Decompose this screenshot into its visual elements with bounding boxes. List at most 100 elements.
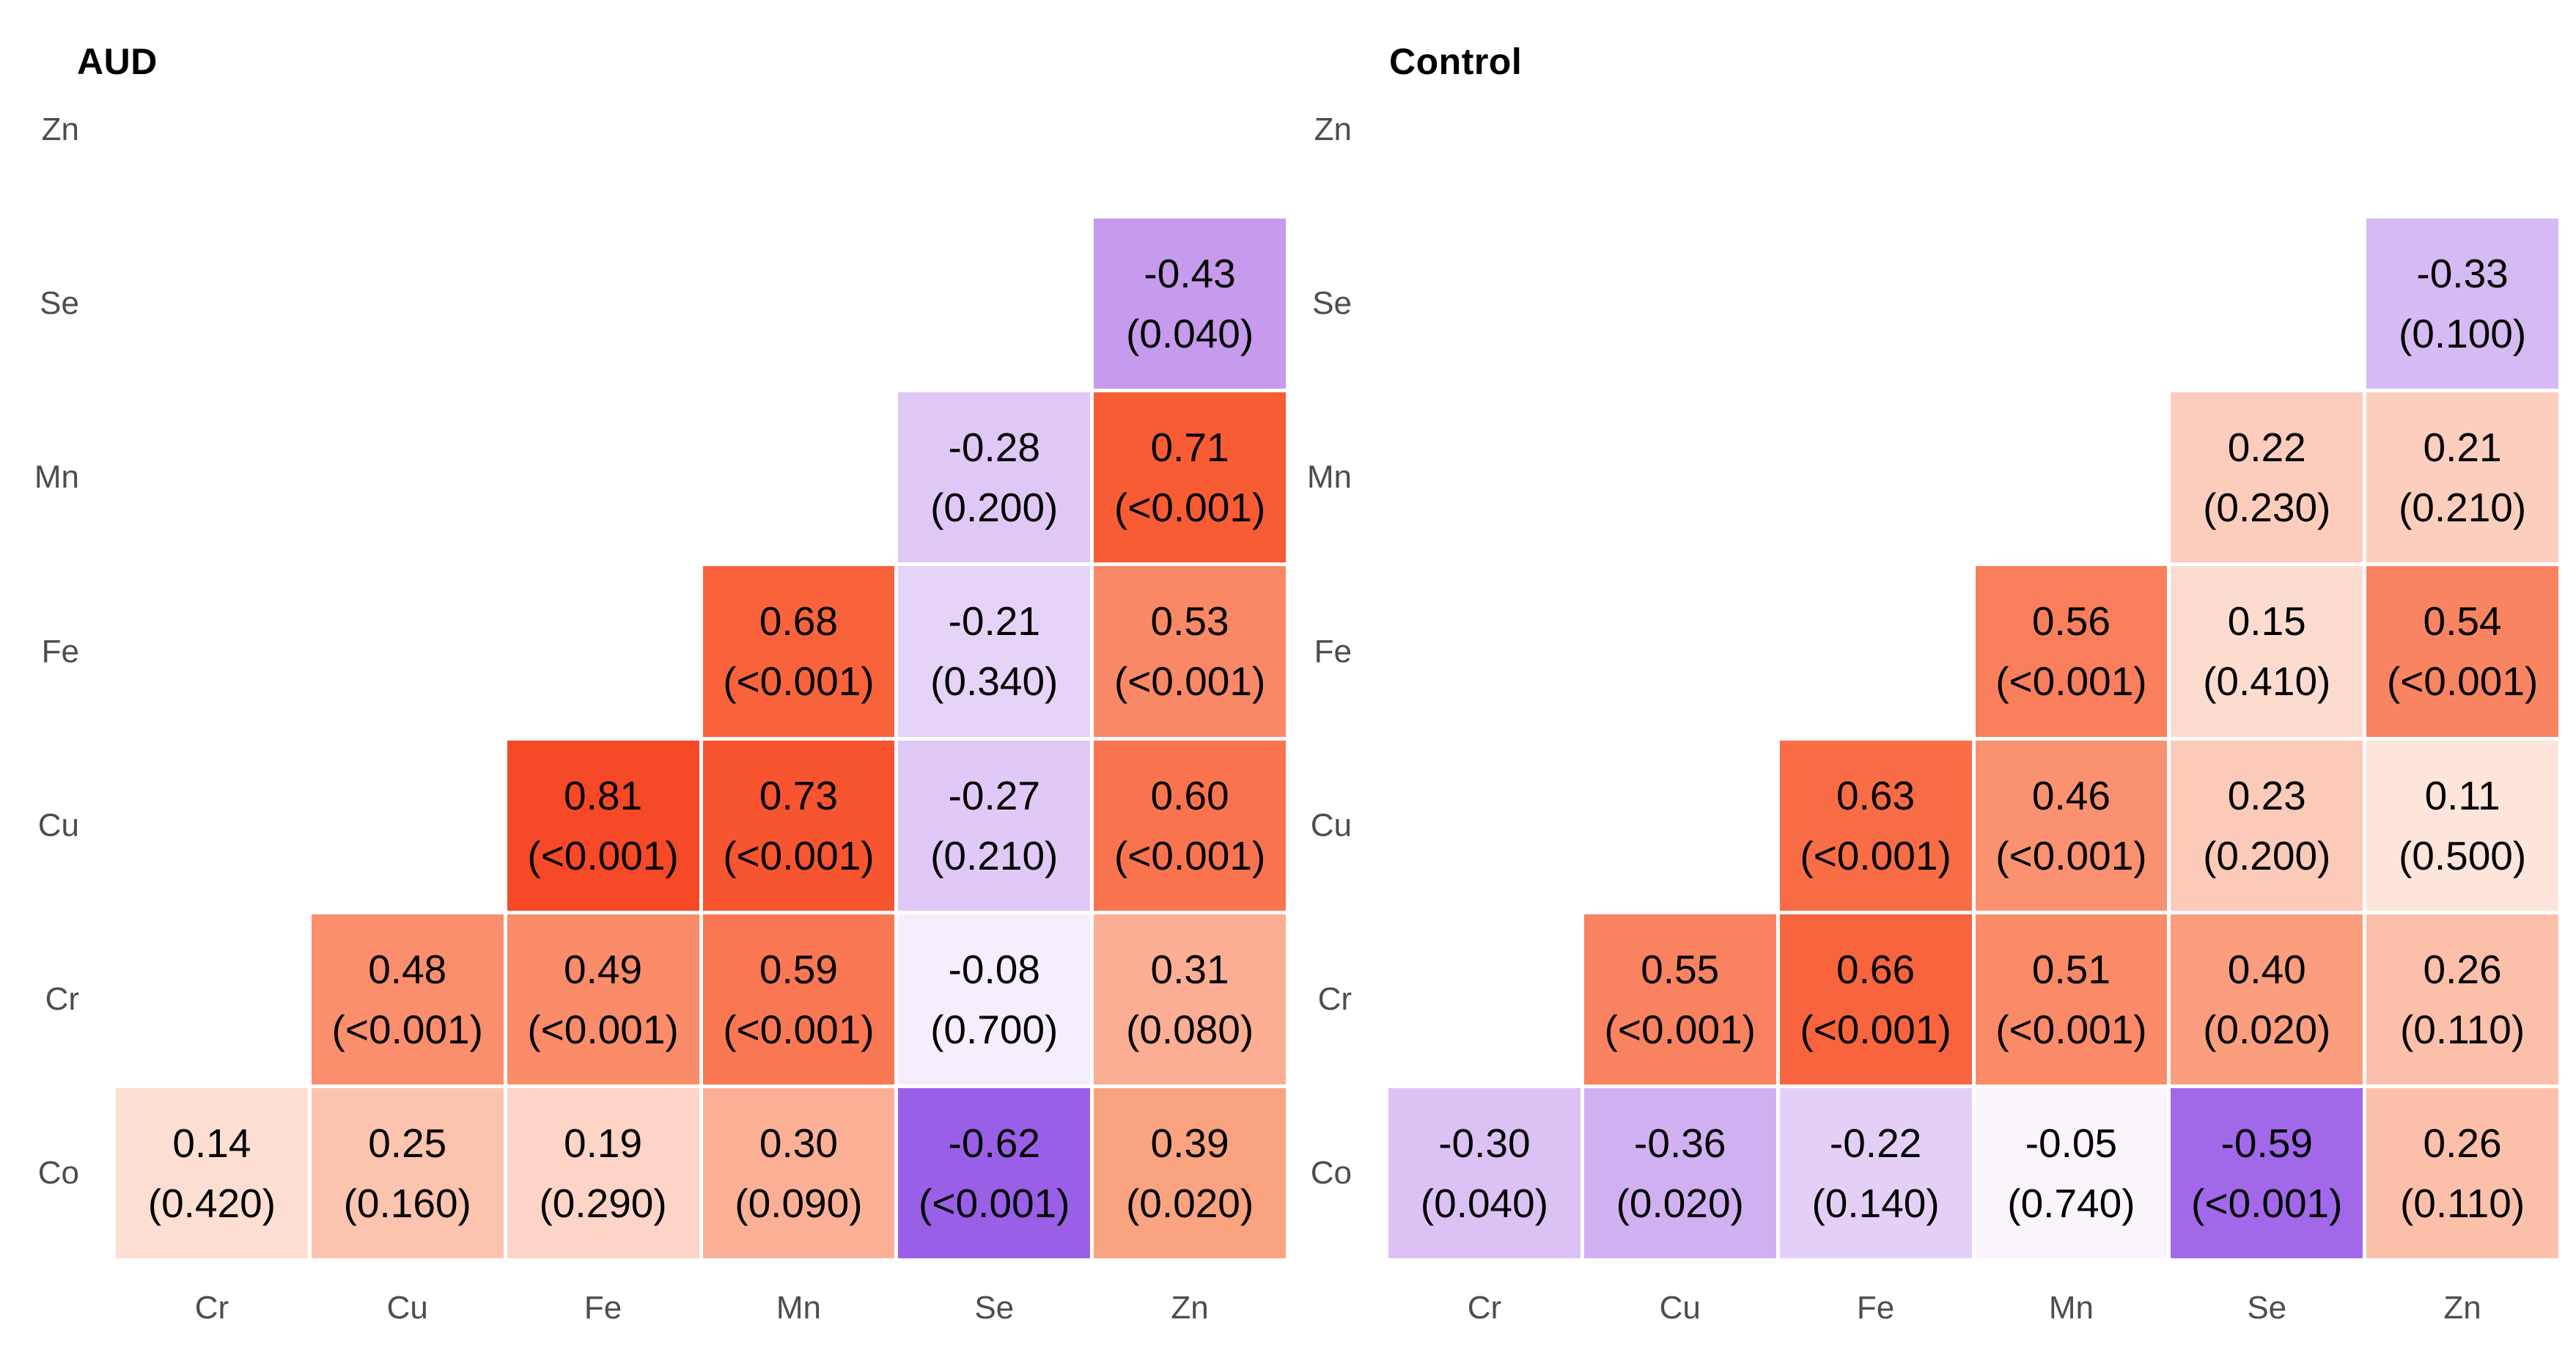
p-value: (<0.001) bbox=[1114, 658, 1266, 705]
y-axis-label-control-Co: Co bbox=[1310, 1154, 1352, 1191]
heatmap-cell-aud-Fe-Mn: 0.68 (<0.001) bbox=[702, 566, 895, 737]
y-axis-label-control-Se: Se bbox=[1312, 285, 1352, 322]
heatmap-cell-control-Co-Se: -0.59 (<0.001) bbox=[2171, 1087, 2363, 1258]
correlation-value: 0.59 bbox=[759, 946, 838, 992]
p-value: (0.210) bbox=[930, 832, 1059, 878]
y-axis-label-aud-Zn: Zn bbox=[41, 111, 79, 148]
heatmap-cell-control-Mn-Zn: 0.21 (0.210) bbox=[2366, 392, 2558, 563]
correlation-value: 0.22 bbox=[2227, 425, 2306, 471]
correlation-value: -0.33 bbox=[2416, 251, 2509, 297]
correlation-value: 0.26 bbox=[2423, 1120, 2502, 1166]
p-value: (<0.001) bbox=[723, 832, 875, 878]
heatmap-cell-aud-Fe-Se: -0.21 (0.340) bbox=[898, 566, 1091, 737]
p-value: (0.140) bbox=[1811, 1180, 1940, 1226]
heatmap-cell-aud-Co-Se: -0.62 (<0.001) bbox=[898, 1087, 1091, 1258]
heatmap-cell-aud-Se-Zn: -0.43 (0.040) bbox=[1094, 219, 1286, 389]
correlation-value: 0.39 bbox=[1150, 1120, 1229, 1166]
x-axis-label-aud-Zn: Zn bbox=[1171, 1290, 1209, 1326]
p-value: (<0.001) bbox=[331, 1006, 483, 1052]
correlation-value: -0.21 bbox=[948, 598, 1040, 645]
p-value: (0.230) bbox=[2203, 485, 2331, 531]
correlation-value: 0.56 bbox=[2031, 598, 2111, 645]
x-axis-label-control-Mn: Mn bbox=[2048, 1290, 2094, 1326]
x-axis-label-control-Zn: Zn bbox=[2443, 1290, 2481, 1326]
y-axis-label-aud-Fe: Fe bbox=[41, 633, 79, 669]
x-axis-label-control-Cr: Cr bbox=[1467, 1290, 1502, 1326]
p-value: (0.740) bbox=[2007, 1180, 2135, 1226]
heatmap-cell-aud-Mn-Se: -0.28 (0.200) bbox=[898, 392, 1091, 563]
heatmap-cell-aud-Fe-Zn: 0.53 (<0.001) bbox=[1094, 566, 1286, 737]
p-value: (<0.001) bbox=[1604, 1006, 1756, 1052]
correlation-value: 0.23 bbox=[2227, 772, 2306, 818]
correlation-value: 0.25 bbox=[368, 1120, 447, 1166]
heatmap-cell-control-Fe-Mn: 0.56 (<0.001) bbox=[1975, 566, 2168, 737]
heatmap-cell-control-Mn-Se: 0.22 (0.230) bbox=[2171, 392, 2363, 563]
p-value: (0.500) bbox=[2398, 832, 2527, 878]
panel-title-aud: AUD bbox=[77, 41, 158, 82]
heatmap-grid-control: -0.33 (0.100) 0.22 (0.230) 0.21 (0.210) 0.56 (<… bbox=[1388, 45, 2558, 1258]
p-value: (0.020) bbox=[1616, 1180, 1744, 1226]
p-value: (0.090) bbox=[735, 1180, 863, 1226]
p-value: (0.020) bbox=[2203, 1006, 2331, 1052]
p-value: (<0.001) bbox=[527, 1006, 679, 1052]
p-value: (0.160) bbox=[343, 1180, 471, 1226]
correlation-value: 0.51 bbox=[2031, 946, 2111, 992]
y-axis-label-aud-Se: Se bbox=[40, 285, 79, 322]
correlation-value: 0.14 bbox=[172, 1120, 251, 1166]
heatmap-cell-control-Cr-Zn: 0.26 (0.110) bbox=[2366, 914, 2558, 1084]
heatmap-cell-control-Cr-Mn: 0.51 (<0.001) bbox=[1975, 914, 2168, 1084]
heatmap-cell-control-Fe-Zn: 0.54 (<0.001) bbox=[2366, 566, 2558, 737]
p-value: (0.110) bbox=[2399, 1180, 2525, 1226]
correlation-value: 0.15 bbox=[2227, 598, 2306, 645]
p-value: (<0.001) bbox=[723, 1006, 875, 1052]
heatmap-cell-control-Co-Fe: -0.22 (0.140) bbox=[1779, 1087, 1972, 1258]
x-axis-label-control-Cu: Cu bbox=[1659, 1290, 1701, 1326]
panel-title-control: Control bbox=[1389, 41, 1523, 82]
correlation-value: 0.49 bbox=[564, 946, 643, 992]
correlation-value: 0.48 bbox=[368, 946, 447, 992]
correlation-value: -0.59 bbox=[2220, 1120, 2313, 1166]
heatmap-cell-aud-Cu-Se: -0.27 (0.210) bbox=[898, 740, 1091, 911]
heatmap-cell-control-Cu-Fe: 0.63 (<0.001) bbox=[1779, 740, 1972, 911]
heatmap-cell-aud-Cr-Se: -0.08 (0.700) bbox=[898, 914, 1091, 1084]
correlation-value: -0.43 bbox=[1144, 251, 1236, 297]
p-value: (<0.001) bbox=[1995, 658, 2147, 705]
p-value: (0.110) bbox=[2399, 1006, 2525, 1052]
p-value: (<0.001) bbox=[1995, 832, 2147, 878]
correlation-value: 0.66 bbox=[1836, 946, 1916, 992]
heatmap-grid-aud: -0.43 (0.040) -0.28 (0.200) 0.71 (<0.001) 0.68… bbox=[116, 45, 1286, 1258]
correlation-value: 0.54 bbox=[2423, 598, 2502, 645]
heatmap-cell-aud-Cu-Mn: 0.73 (<0.001) bbox=[702, 740, 895, 911]
x-axis-label-aud-Cu: Cu bbox=[386, 1290, 428, 1326]
correlation-value: -0.22 bbox=[1829, 1120, 1922, 1166]
x-axis-label-control-Fe: Fe bbox=[1856, 1290, 1895, 1326]
p-value: (<0.001) bbox=[1995, 1006, 2147, 1052]
heatmap-cell-control-Cr-Se: 0.40 (0.020) bbox=[2171, 914, 2363, 1084]
correlation-value: 0.40 bbox=[2227, 946, 2306, 992]
x-axis-label-control-Se: Se bbox=[2247, 1290, 2287, 1326]
heatmap-cell-control-Co-Cr: -0.30 (0.040) bbox=[1388, 1087, 1580, 1258]
correlation-value: 0.46 bbox=[2031, 772, 2111, 818]
correlation-value: 0.71 bbox=[1150, 425, 1229, 471]
y-axis-label-aud-Co: Co bbox=[37, 1154, 79, 1191]
heatmap-cell-control-Cu-Se: 0.23 (0.200) bbox=[2171, 740, 2363, 911]
heatmap-cell-control-Cr-Cu: 0.55 (<0.001) bbox=[1583, 914, 1776, 1084]
heatmap-cell-control-Fe-Se: 0.15 (0.410) bbox=[2171, 566, 2363, 737]
y-axis-label-aud-Mn: Mn bbox=[34, 459, 79, 496]
y-axis-label-aud-Cu: Cu bbox=[37, 807, 79, 843]
correlation-value: -0.27 bbox=[948, 772, 1040, 818]
heatmap-cell-aud-Cr-Fe: 0.49 (<0.001) bbox=[507, 914, 699, 1084]
p-value: (<0.001) bbox=[1800, 1006, 1951, 1052]
heatmap-cell-aud-Co-Cu: 0.25 (0.160) bbox=[311, 1087, 504, 1258]
x-axis-label-aud-Mn: Mn bbox=[776, 1290, 821, 1326]
correlation-value: 0.55 bbox=[1641, 946, 1720, 992]
p-value: (<0.001) bbox=[527, 832, 679, 878]
x-axis-label-aud-Cr: Cr bbox=[194, 1290, 229, 1326]
heatmap-cell-aud-Cu-Fe: 0.81 (<0.001) bbox=[507, 740, 699, 911]
correlation-value: -0.05 bbox=[2025, 1120, 2118, 1166]
p-value: (<0.001) bbox=[2386, 658, 2539, 705]
p-value: (0.080) bbox=[1125, 1006, 1254, 1052]
correlation-value: 0.21 bbox=[2423, 425, 2502, 471]
correlation-value: 0.81 bbox=[564, 772, 643, 818]
y-axis-label-control-Mn: Mn bbox=[1306, 459, 1352, 496]
